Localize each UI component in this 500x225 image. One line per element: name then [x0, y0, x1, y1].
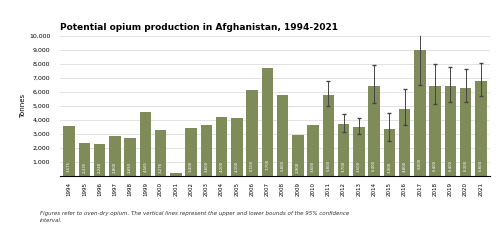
Bar	[292, 135, 304, 176]
Bar	[140, 112, 151, 176]
Text: 3,600: 3,600	[204, 161, 208, 172]
Text: 5,800: 5,800	[326, 160, 330, 171]
Bar	[262, 68, 273, 176]
Bar	[308, 125, 319, 176]
Text: 4,565: 4,565	[144, 161, 148, 172]
Bar	[460, 88, 471, 176]
Text: 5,800: 5,800	[280, 160, 284, 171]
Bar	[277, 94, 288, 176]
Bar	[124, 138, 136, 176]
Bar	[186, 128, 197, 176]
Text: 7,700: 7,700	[266, 159, 270, 170]
Bar	[155, 130, 166, 176]
Bar	[170, 173, 181, 176]
Text: Figures refer to oven-dry opium. The vertical lines represent the upper and lowe: Figures refer to oven-dry opium. The ver…	[40, 211, 349, 223]
Text: 4,100: 4,100	[235, 161, 239, 172]
Text: 6,400: 6,400	[448, 160, 452, 171]
Text: 2,693: 2,693	[128, 162, 132, 173]
Text: 6,400: 6,400	[433, 160, 437, 171]
Bar	[246, 90, 258, 176]
Text: 4,800: 4,800	[402, 160, 406, 172]
Bar	[414, 50, 426, 176]
Bar	[216, 117, 228, 176]
Text: 3,300: 3,300	[388, 161, 392, 173]
Text: 3,600: 3,600	[311, 161, 315, 172]
Text: 3,276: 3,276	[158, 161, 162, 173]
Bar	[444, 86, 456, 176]
Bar	[430, 86, 441, 176]
Text: 6,400: 6,400	[372, 160, 376, 171]
Bar	[338, 124, 349, 176]
Text: Potential opium production in Afghanistan, 1994-2021: Potential opium production in Afghanista…	[60, 22, 338, 32]
Text: 3,575: 3,575	[67, 161, 71, 172]
Bar	[109, 136, 120, 176]
Bar	[368, 86, 380, 176]
Bar	[384, 129, 395, 176]
Text: 6,100: 6,100	[250, 160, 254, 171]
Bar	[64, 126, 75, 176]
Bar	[200, 125, 212, 176]
Y-axis label: Tonnes: Tonnes	[20, 94, 26, 118]
Bar	[78, 143, 90, 176]
Text: 3,700: 3,700	[342, 161, 345, 172]
Text: 2,900: 2,900	[296, 162, 300, 173]
Bar	[94, 144, 106, 176]
Text: 2,248: 2,248	[98, 162, 102, 173]
Bar	[475, 81, 486, 176]
Text: 6,300: 6,300	[464, 160, 468, 171]
Bar	[353, 127, 364, 176]
Bar	[322, 94, 334, 176]
Text: 2,800: 2,800	[113, 162, 117, 173]
Text: 4,200: 4,200	[220, 161, 224, 172]
Text: 3,500: 3,500	[357, 161, 361, 172]
Text: 2,335: 2,335	[82, 162, 86, 173]
Text: 9,000: 9,000	[418, 158, 422, 169]
Bar	[231, 118, 242, 176]
Text: 3,400: 3,400	[189, 161, 193, 173]
Bar	[399, 108, 410, 176]
Text: 6,800: 6,800	[479, 160, 483, 171]
